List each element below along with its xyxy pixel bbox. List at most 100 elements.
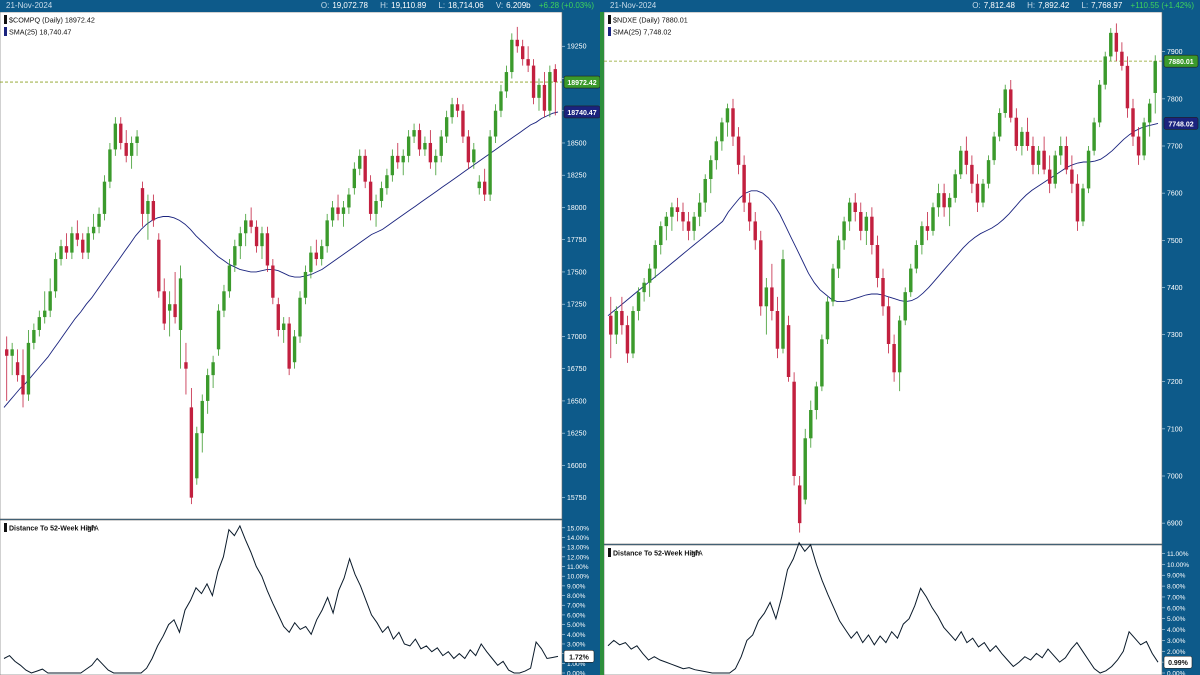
indicator-tick-label: 10.00% xyxy=(1167,562,1189,569)
candle-body xyxy=(1147,103,1152,123)
price-tick-label: 16750 xyxy=(567,366,587,373)
candle-body xyxy=(129,142,134,156)
candle-body xyxy=(249,220,253,227)
sma-value-tag-text: 18740.47 xyxy=(567,110,596,117)
candle-body xyxy=(37,317,41,330)
candle-body xyxy=(488,136,492,195)
price-tick-label: 17500 xyxy=(567,269,587,276)
candle-body xyxy=(227,265,232,292)
candle-body xyxy=(493,110,498,137)
candle-body xyxy=(1153,61,1157,93)
indicator-tick-label: 9.00% xyxy=(567,583,586,590)
candle-body xyxy=(1053,155,1057,184)
indicator-tick-label: 13.00% xyxy=(567,545,589,552)
right-low-value: 7,768.97 xyxy=(1091,1,1123,10)
candle-body xyxy=(86,233,90,253)
candle-body xyxy=(1059,146,1063,156)
candle-body xyxy=(1125,65,1130,109)
right-open-label: O: xyxy=(972,1,981,10)
indicator-tick-label: 5.00% xyxy=(1167,616,1186,623)
lower-legend-na: N/A xyxy=(691,551,703,558)
candle-body xyxy=(920,226,924,245)
candle-body xyxy=(753,221,757,241)
candle-body xyxy=(303,271,308,298)
candle-body xyxy=(625,325,630,354)
price-tick-label: 17000 xyxy=(567,334,587,341)
price-tick-label: 7900 xyxy=(1167,49,1183,56)
candle-body xyxy=(135,136,139,143)
candle-body xyxy=(992,136,996,161)
candle-body xyxy=(450,104,454,118)
indicator-tick-label: 14.00% xyxy=(567,535,589,542)
candle-body xyxy=(997,113,1002,137)
candle-body xyxy=(931,207,935,231)
left-ohlc: O: 19,072.78 H: 19,110.89 L: 18,714.06 V: 6.… xyxy=(311,1,594,10)
legend-sma-swatch xyxy=(4,27,7,36)
candle-body xyxy=(531,65,536,98)
candle-body xyxy=(825,301,830,340)
indicator-tick-label: 4.00% xyxy=(1167,627,1186,634)
candle-body xyxy=(831,268,835,302)
lower-legend-swatch xyxy=(4,523,7,532)
indicator-tick-label: 5.00% xyxy=(567,622,586,629)
candle-body xyxy=(803,438,807,500)
candle-body xyxy=(903,292,907,321)
left-open-value: 19,072.78 xyxy=(332,1,368,10)
candle-body xyxy=(91,226,96,234)
candle-body xyxy=(653,245,657,269)
lower-legend-swatch xyxy=(608,548,611,557)
panel-divider xyxy=(600,12,604,675)
candle-body xyxy=(542,84,547,111)
candle-body xyxy=(1075,183,1080,222)
candle-body xyxy=(401,155,405,163)
last-price-tag-box xyxy=(1163,54,1199,68)
candle-body xyxy=(1114,32,1119,52)
candle-body xyxy=(636,292,641,311)
candle-body xyxy=(271,265,275,298)
candle-body xyxy=(434,155,438,163)
distance-value-tag-box xyxy=(563,650,595,663)
price-tick-label: 16500 xyxy=(567,398,587,405)
candle-body xyxy=(260,233,264,247)
last-price-tag-text: 7880.01 xyxy=(1168,59,1193,66)
candle-body xyxy=(553,69,557,83)
left-chart[interactable]: 15750 16000 16250 16500 16750 17000 17250 17500… xyxy=(0,12,600,675)
candle-body xyxy=(975,183,980,203)
candle-body xyxy=(820,339,824,387)
candle-body xyxy=(853,202,857,212)
candle-body xyxy=(659,226,663,245)
left-date: 21-Nov-2024 xyxy=(6,1,53,10)
candle-body xyxy=(747,202,752,222)
candle-body xyxy=(764,287,769,307)
candle-body xyxy=(97,213,101,227)
candle-body xyxy=(173,304,177,318)
candle-body xyxy=(124,142,128,156)
candle-body xyxy=(797,485,802,524)
indicator-tick-label: 3.00% xyxy=(567,641,586,648)
candle-body xyxy=(842,221,846,241)
candle-body xyxy=(195,433,199,479)
candle-body xyxy=(162,291,166,324)
legend-sma-swatch xyxy=(608,27,611,36)
candle-body xyxy=(265,233,270,266)
candle-body xyxy=(157,239,161,292)
price-tick-label: 17750 xyxy=(567,237,587,244)
candle-body xyxy=(379,188,384,202)
candle-body xyxy=(875,245,880,278)
candle-body xyxy=(472,149,476,163)
candle-body xyxy=(1014,117,1019,146)
candle-body xyxy=(1086,150,1091,189)
candle-body xyxy=(759,240,763,307)
candle-body xyxy=(897,320,902,373)
candle-body xyxy=(200,400,204,434)
sma-line xyxy=(3,111,559,408)
candle-body xyxy=(515,39,519,47)
candle-body xyxy=(1109,32,1113,57)
candle-body xyxy=(358,155,362,169)
candle-body xyxy=(444,117,449,137)
candle-body xyxy=(725,108,730,123)
candle-body xyxy=(1042,150,1046,170)
right-chart[interactable]: 6900 7000 7100 7200 7300 7400 7500 7600 7700 7800… xyxy=(604,12,1200,675)
candle-body xyxy=(947,197,952,208)
candle-body xyxy=(238,233,242,247)
